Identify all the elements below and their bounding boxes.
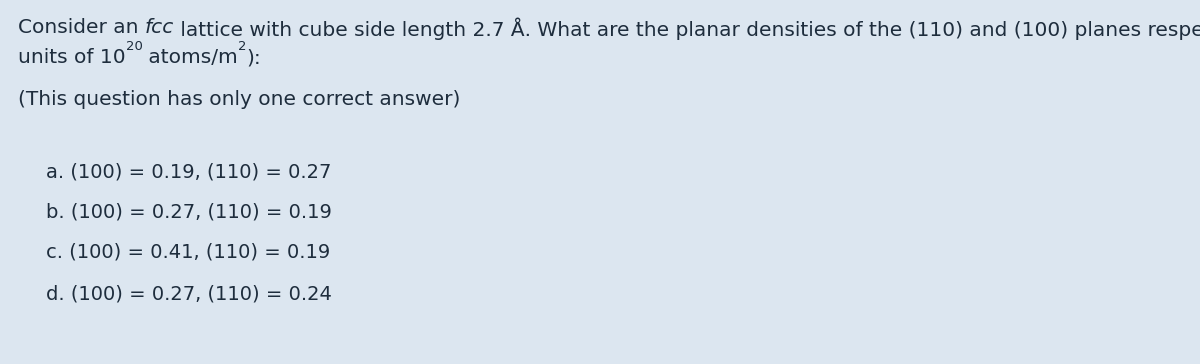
Text: units of 10: units of 10 [18,48,126,67]
Text: a. (100) = 0.19, (110) = 0.27: a. (100) = 0.19, (110) = 0.27 [46,162,331,181]
Text: ):: ): [247,48,262,67]
Text: 2: 2 [239,40,247,53]
Text: atoms/m: atoms/m [143,48,239,67]
Text: c. (100) = 0.41, (110) = 0.19: c. (100) = 0.41, (110) = 0.19 [46,242,330,261]
Text: d. (100) = 0.27, (110) = 0.24: d. (100) = 0.27, (110) = 0.24 [46,285,332,304]
Text: lattice with cube side length 2.7 Å. What are the planar densities of the (110) : lattice with cube side length 2.7 Å. Wha… [174,18,1200,40]
Text: 20: 20 [126,40,143,53]
Text: (This question has only one correct answer): (This question has only one correct answ… [18,90,461,109]
Text: fcc: fcc [145,18,174,37]
Text: b. (100) = 0.27, (110) = 0.19: b. (100) = 0.27, (110) = 0.19 [46,202,332,221]
Text: Consider an: Consider an [18,18,145,37]
